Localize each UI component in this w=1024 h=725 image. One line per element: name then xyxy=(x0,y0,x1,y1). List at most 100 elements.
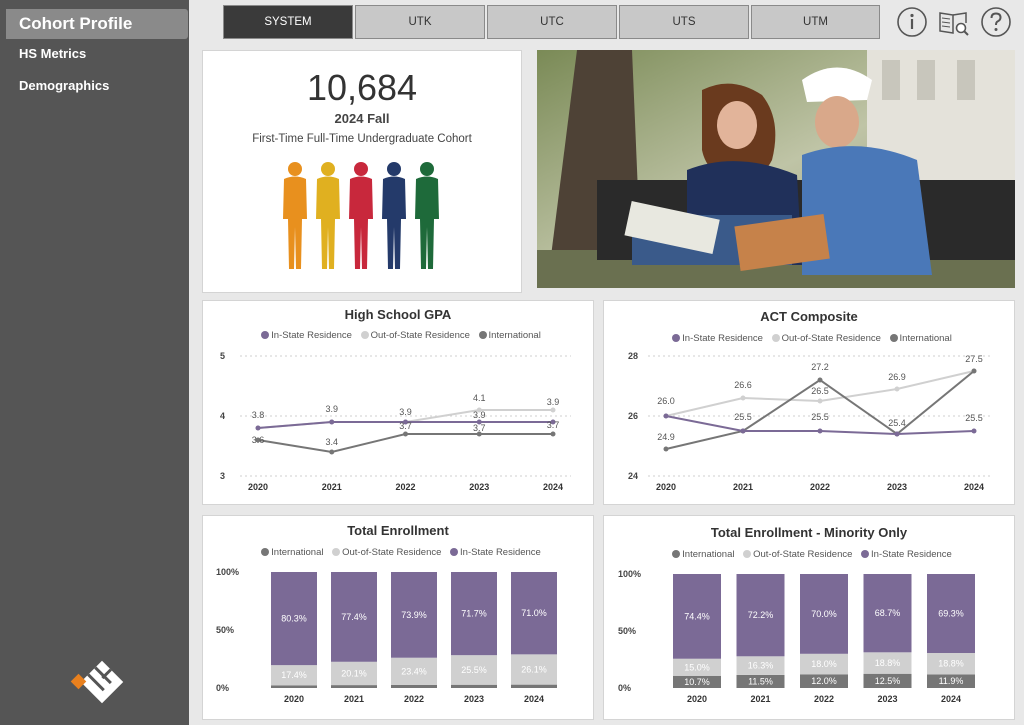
x-tick-label: 2024 xyxy=(543,482,563,492)
bar-segment-international xyxy=(391,684,437,688)
cohort-count: 10,684 xyxy=(306,67,418,108)
tab-utk[interactable]: UTK xyxy=(355,5,485,39)
bar-segment-out-state xyxy=(736,656,785,675)
tab-utm[interactable]: UTM xyxy=(751,5,880,39)
bar-segment-international xyxy=(271,685,317,688)
x-tick-label: 2020 xyxy=(687,694,707,704)
person-silhouette xyxy=(316,162,340,269)
legend-dot xyxy=(261,331,270,339)
gpa-legend: In-State Residence Out-of-State Residenc… xyxy=(203,330,593,341)
legend-dot xyxy=(478,331,487,339)
bar-segment-in-state xyxy=(331,572,377,662)
bar-label-in-state: 69.3% xyxy=(938,609,964,619)
data-point xyxy=(255,437,261,443)
bar-label-out-state: 15.0% xyxy=(684,662,710,672)
gpa-title: High School GPA xyxy=(344,307,452,322)
data-label: 25.5 xyxy=(734,412,752,422)
bar-segment-international xyxy=(863,673,912,688)
cohort-card: 10,684 2024 Fall First-Time Full-Time Un… xyxy=(202,50,522,293)
bar-label-out-state: 18.8% xyxy=(938,659,964,669)
bar-segment-out-state xyxy=(271,665,317,686)
y-tick-label: 26 xyxy=(628,411,638,421)
bar-segment-international xyxy=(736,674,785,688)
person-head xyxy=(354,162,368,176)
bar-label-out-state: 17.4% xyxy=(281,670,307,680)
legend-in-state: In-State Residence xyxy=(871,549,952,560)
sidebar-item-cohort-profile[interactable]: Cohort Profile xyxy=(6,9,188,39)
bar-segment-out-state xyxy=(331,661,377,686)
data-label: 3.4 xyxy=(325,437,338,447)
person-body xyxy=(283,176,307,269)
data-label: 26.6 xyxy=(734,380,752,390)
data-label: 26.0 xyxy=(657,396,675,406)
legend-dot xyxy=(672,550,681,558)
bar-label-international: 12.5% xyxy=(875,676,901,686)
data-label: 27.2 xyxy=(811,362,829,372)
data-label: 3.6 xyxy=(252,435,265,445)
bar-label-in-state: 73.9% xyxy=(401,610,427,620)
data-point xyxy=(550,419,556,425)
y-tick-label: 100% xyxy=(618,569,641,579)
x-tick-label: 2024 xyxy=(524,694,544,704)
data-point xyxy=(817,398,823,404)
enrollment-legend: International Out-of-State Residence In-… xyxy=(203,547,593,558)
legend-dot xyxy=(261,548,270,556)
gpa-card: High School GPA In-State Residence Out-o… xyxy=(202,300,594,505)
data-label: 3.7 xyxy=(473,423,486,433)
legend-dot xyxy=(771,334,780,342)
bar-segment-in-state xyxy=(800,574,848,654)
person-silhouette xyxy=(349,162,373,269)
data-label: 25.4 xyxy=(888,418,906,428)
minority-title: Total Enrollment - Minority Only xyxy=(710,525,908,540)
x-tick-label: 2021 xyxy=(344,694,364,704)
minority-legend: International Out-of-State Residence In-… xyxy=(604,549,1014,560)
sidebar-item-hs-metrics[interactable]: HS Metrics xyxy=(19,46,87,61)
legend-out-state: Out-of-State Residence xyxy=(753,549,853,560)
data-point xyxy=(663,413,669,419)
help-icon[interactable] xyxy=(979,5,1013,39)
bar-label-international: 10.7% xyxy=(684,677,710,687)
bar-segment-international xyxy=(673,675,721,688)
y-tick-label: 5 xyxy=(220,351,225,361)
x-tick-label: 2024 xyxy=(941,694,961,704)
data-point xyxy=(817,377,823,383)
tab-utc[interactable]: UTC xyxy=(487,5,617,39)
person-body xyxy=(316,176,340,269)
data-point xyxy=(329,419,335,425)
data-point xyxy=(971,368,977,374)
data-point xyxy=(550,431,556,437)
person-silhouette xyxy=(382,162,406,269)
bar-label-in-state: 71.0% xyxy=(521,608,547,618)
minority-bar-chart: 100% 50% 0% 74.4% 15.0% 10.7% 2020 72.2% 16.3% 11… xyxy=(618,569,975,704)
tab-system[interactable]: SYSTEM xyxy=(223,5,353,39)
data-label: 3.9 xyxy=(473,410,486,420)
data-point xyxy=(817,428,823,434)
data-point xyxy=(329,449,335,455)
bar-label-out-state: 16.3% xyxy=(748,661,774,671)
x-tick-label: 2020 xyxy=(248,482,268,492)
person-head xyxy=(387,162,401,176)
data-label: 3.9 xyxy=(399,407,412,417)
bar-segment-international xyxy=(331,685,377,688)
book-search-icon[interactable] xyxy=(937,5,971,39)
data-label: 24.9 xyxy=(657,432,675,442)
data-label: 4.1 xyxy=(473,393,486,403)
data-point xyxy=(740,428,746,434)
legend-dot xyxy=(450,548,459,556)
data-point xyxy=(476,407,482,413)
legend-dot xyxy=(861,550,870,558)
data-label: 26.5 xyxy=(811,386,829,396)
bar-segment-international xyxy=(927,674,975,688)
data-point xyxy=(255,425,261,431)
sidebar-item-demographics[interactable]: Demographics xyxy=(19,78,110,93)
data-label: 25.5 xyxy=(811,412,829,422)
legend-dot xyxy=(332,548,341,556)
bar-segment-in-state xyxy=(673,574,721,659)
tab-uts[interactable]: UTS xyxy=(619,5,749,39)
person-silhouette xyxy=(415,162,439,269)
bar-segment-in-state xyxy=(927,574,975,654)
y-tick-label: 4 xyxy=(220,411,225,421)
x-tick-label: 2022 xyxy=(810,482,830,492)
info-icon[interactable] xyxy=(895,5,929,39)
people-silhouettes-icon xyxy=(283,162,439,269)
